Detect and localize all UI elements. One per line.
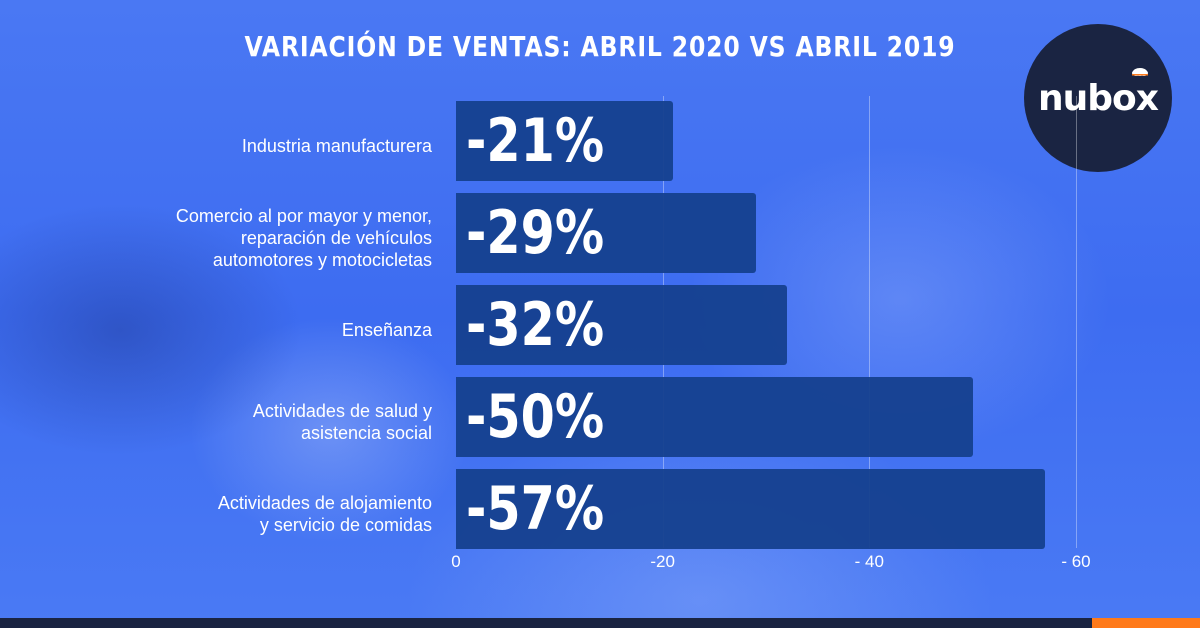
x-tick-label: - 40 <box>854 552 884 571</box>
bar <box>456 377 973 457</box>
bottom-accent <box>1092 618 1200 628</box>
cloud-icon <box>1132 68 1148 76</box>
category-label-line: Actividades de salud y <box>252 401 432 421</box>
bar-value-label: -50% <box>466 382 605 452</box>
category-label: Comercio al por mayor y menor, reparación… <box>60 198 432 278</box>
category-label-line: automotores y motocicletas <box>212 250 432 270</box>
chart-title: VARIACIÓN DE VENTAS: ABRIL 2020 VS ABRIL… <box>244 30 956 63</box>
category-label-line: Comercio al por mayor y menor, <box>175 206 432 226</box>
x-tick-label: 0 <box>451 552 461 571</box>
category-label: Industria manufacturera <box>60 106 432 186</box>
bar <box>456 285 787 365</box>
bar-value-label: -57% <box>466 474 605 544</box>
bar-value-label: -29% <box>466 198 605 268</box>
bar <box>456 101 673 181</box>
category-label-line: asistencia social <box>300 423 432 443</box>
category-label: Actividades de alojamiento y servicio de … <box>60 474 432 554</box>
bar-value-label: -21% <box>466 106 605 176</box>
logo-text: nubox <box>1038 78 1159 119</box>
gridline <box>869 96 871 548</box>
category-label-line: Enseñanza <box>341 320 432 340</box>
nubox-logo: nubox <box>1024 24 1172 172</box>
category-label: Actividades de salud y asistencia social <box>60 382 432 462</box>
category-label-line: Industria manufacturera <box>241 136 432 156</box>
gridline <box>1076 96 1077 548</box>
category-label: Enseñanza <box>60 290 432 370</box>
category-label-line: y servicio de comidas <box>259 515 432 535</box>
category-label-line: reparación de vehículos <box>240 228 432 248</box>
category-label-line: Actividades de alojamiento <box>217 493 432 513</box>
bottom-bar <box>0 618 1200 628</box>
x-tick-label: -20 <box>650 552 675 571</box>
x-tick-label: - 60 <box>1061 552 1091 571</box>
bar <box>456 469 1045 549</box>
bar <box>456 193 756 273</box>
bar-value-label: -32% <box>466 290 605 360</box>
